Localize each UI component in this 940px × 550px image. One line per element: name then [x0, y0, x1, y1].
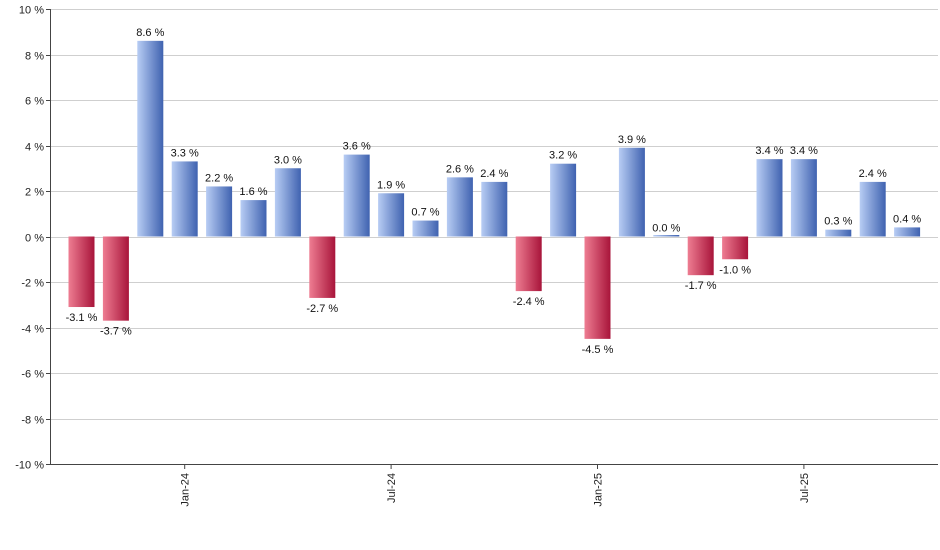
- x-tick-label: Jul-24: [386, 473, 398, 503]
- data-label-Sep-25: 2.4 %: [859, 168, 887, 180]
- y-tick-label: -8 %: [21, 415, 44, 427]
- data-label-Aug-24: 0.7 %: [411, 207, 439, 219]
- bar-Mar-25: [653, 235, 680, 237]
- bar-Jul-24: [378, 193, 405, 237]
- x-tick-label: Jul-25: [799, 473, 811, 503]
- x-tick-label: Jan-25: [593, 473, 605, 507]
- bar-Oct-24: [481, 181, 508, 237]
- y-tick-label: 8 %: [25, 51, 44, 63]
- y-tick-label: -2 %: [21, 278, 44, 290]
- bar-Sep-25: [859, 181, 886, 237]
- y-tick-label: -4 %: [21, 324, 44, 336]
- bar-Jun-24: [343, 154, 370, 237]
- data-label-Nov-23: -3.7 %: [100, 326, 132, 338]
- data-label-Jul-24: 1.9 %: [377, 179, 405, 191]
- data-label-Apr-25: -1.7 %: [685, 280, 717, 292]
- bar-Dec-23: [137, 40, 164, 237]
- data-label-Oct-23: -3.1 %: [66, 312, 98, 324]
- grid-lines: [50, 9, 938, 465]
- data-label-Jan-25: -4.5 %: [582, 344, 614, 356]
- data-label-Oct-25: 0.4 %: [893, 213, 921, 225]
- bar-Jan-25: [584, 236, 611, 339]
- data-label-Feb-24: 2.2 %: [205, 172, 233, 184]
- bar-Nov-24: [515, 236, 542, 292]
- bar-Jun-25: [756, 159, 783, 237]
- data-label-Sep-24: 2.6 %: [446, 163, 474, 175]
- bar-Dec-24: [550, 163, 577, 237]
- bar-Apr-25: [687, 236, 714, 276]
- bar-Feb-24: [206, 186, 233, 237]
- y-tick-label: -10 %: [15, 460, 44, 472]
- bar-Oct-23: [68, 236, 95, 308]
- data-label-May-24: -2.7 %: [306, 303, 338, 315]
- data-label-Jul-25: 3.4 %: [790, 145, 818, 157]
- y-tick-label: 2 %: [25, 187, 44, 199]
- bar-May-24: [309, 236, 336, 298]
- data-label-Oct-24: 2.4 %: [480, 168, 508, 180]
- data-label-Nov-24: -2.4 %: [513, 296, 545, 308]
- bar-Jan-24: [171, 161, 198, 237]
- y-axis-ticks: -10 % -8 % -6 % -4 % -2 % 0 % 2 % 4 % 6 % 8 % 10 %: [15, 5, 50, 472]
- bar-Apr-24: [274, 168, 301, 237]
- data-label-May-25: -1.0 %: [719, 264, 751, 276]
- data-label-Apr-24: 3.0 %: [274, 154, 302, 166]
- bar-Nov-23: [102, 236, 129, 321]
- y-tick-label: -6 %: [21, 369, 44, 381]
- axes: [50, 9, 938, 465]
- data-label-Aug-25: 0.3 %: [824, 216, 852, 228]
- y-tick-label: 0 %: [25, 233, 44, 245]
- data-label-Mar-25: 0.0 %: [652, 223, 680, 235]
- data-labels: -3.1 %-3.7 % 8.6 % 3.3 % 2.2 % 1.6 % 3.0 % -2.…: [66, 27, 922, 356]
- bar-Feb-25: [618, 147, 645, 237]
- bar-Mar-24: [240, 200, 267, 237]
- x-axis-ticks: Jan-24 Jul-24 Jan-25 Jul-25: [180, 464, 811, 507]
- data-label-Mar-24: 1.6 %: [239, 186, 267, 198]
- y-tick-label: 6 %: [25, 96, 44, 108]
- bar-Jul-25: [790, 159, 817, 237]
- data-label-Jun-25: 3.4 %: [755, 145, 783, 157]
- data-label-Dec-23: 8.6 %: [136, 27, 164, 39]
- bar-Sep-24: [446, 177, 473, 237]
- bar-Oct-25: [894, 227, 921, 237]
- data-label-Jan-24: 3.3 %: [171, 147, 199, 159]
- bar-Aug-24: [412, 220, 439, 237]
- y-tick-label: 4 %: [25, 142, 44, 154]
- data-label-Dec-24: 3.2 %: [549, 150, 577, 162]
- data-label-Feb-25: 3.9 %: [618, 134, 646, 146]
- data-label-Jun-24: 3.6 %: [343, 141, 371, 153]
- bar-May-25: [722, 236, 749, 260]
- y-tick-label: 10 %: [19, 5, 44, 17]
- bars: [68, 40, 921, 339]
- x-tick-label: Jan-24: [180, 473, 192, 507]
- bar-Aug-25: [825, 229, 852, 237]
